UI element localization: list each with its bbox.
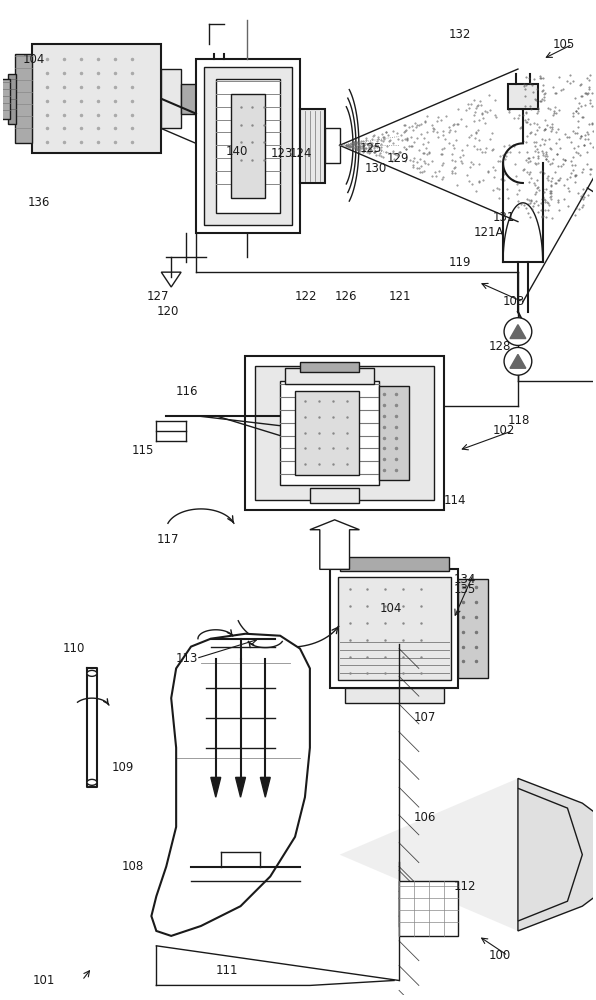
Bar	[204, 67, 292, 225]
Bar	[508, 84, 538, 109]
Text: 131: 131	[493, 211, 516, 224]
Bar	[310, 488, 359, 503]
Ellipse shape	[87, 670, 97, 676]
Bar	[231, 94, 265, 198]
Bar	[379, 386, 409, 480]
Text: 135: 135	[454, 583, 476, 596]
Polygon shape	[310, 520, 359, 569]
Text: 104: 104	[23, 53, 45, 66]
Polygon shape	[510, 354, 526, 368]
Text: 108: 108	[122, 860, 144, 873]
Text: 107: 107	[414, 711, 436, 724]
Text: 132: 132	[449, 28, 471, 41]
Bar	[458, 579, 488, 678]
Text: 112: 112	[454, 880, 476, 893]
Text: 127: 127	[147, 290, 169, 303]
Polygon shape	[518, 778, 596, 931]
Circle shape	[504, 347, 532, 375]
Text: 118: 118	[508, 414, 530, 427]
Text: 120: 120	[156, 305, 179, 318]
Text: 105: 105	[552, 38, 575, 51]
Text: 134: 134	[454, 573, 476, 586]
Text: 123: 123	[270, 147, 293, 160]
Polygon shape	[162, 272, 181, 287]
Polygon shape	[235, 777, 246, 797]
Bar	[330, 569, 458, 688]
Polygon shape	[510, 325, 526, 339]
Polygon shape	[151, 634, 310, 936]
Bar	[340, 557, 449, 571]
Bar	[300, 109, 325, 183]
Bar	[15, 54, 33, 143]
Bar	[399, 881, 458, 936]
Text: 119: 119	[449, 256, 471, 269]
Bar	[280, 381, 379, 485]
Text: 117: 117	[156, 533, 179, 546]
Bar	[0, 79, 10, 119]
Ellipse shape	[87, 779, 97, 785]
Text: 136: 136	[27, 196, 50, 209]
Text: 129: 129	[387, 152, 409, 165]
Text: 124: 124	[290, 147, 312, 160]
Text: 128: 128	[488, 340, 511, 353]
Text: 104: 104	[379, 602, 402, 615]
Text: 115: 115	[132, 444, 154, 457]
Polygon shape	[340, 778, 518, 931]
Bar	[8, 74, 15, 124]
Bar	[162, 69, 181, 128]
Bar	[181, 84, 211, 114]
Polygon shape	[87, 668, 97, 787]
Bar	[325, 128, 340, 163]
Text: 122: 122	[295, 290, 318, 303]
Text: 121: 121	[389, 290, 412, 303]
Bar	[246, 356, 443, 510]
Text: 114: 114	[443, 494, 466, 507]
Bar	[256, 366, 434, 500]
Text: 102: 102	[493, 424, 516, 437]
Polygon shape	[211, 777, 221, 797]
Text: 103: 103	[503, 295, 525, 308]
Text: 126: 126	[335, 290, 357, 303]
Text: 125: 125	[359, 142, 382, 155]
Text: 113: 113	[176, 652, 198, 665]
Bar	[285, 368, 374, 384]
Text: 130: 130	[364, 162, 387, 175]
Text: 121A: 121A	[473, 226, 504, 239]
Bar	[216, 79, 280, 213]
Text: 116: 116	[176, 385, 198, 398]
Text: 101: 101	[33, 974, 55, 987]
Text: 140: 140	[226, 145, 248, 158]
Text: 106: 106	[414, 811, 436, 824]
Text: 111: 111	[216, 964, 238, 977]
Text: 100: 100	[488, 949, 510, 962]
Circle shape	[504, 318, 532, 345]
Bar	[300, 362, 359, 372]
Bar	[344, 688, 443, 703]
Bar	[337, 577, 451, 680]
Bar	[295, 391, 359, 475]
Polygon shape	[260, 777, 270, 797]
Bar	[33, 44, 162, 153]
Bar	[196, 59, 300, 233]
Text: 109: 109	[112, 761, 134, 774]
Text: 110: 110	[62, 642, 85, 655]
